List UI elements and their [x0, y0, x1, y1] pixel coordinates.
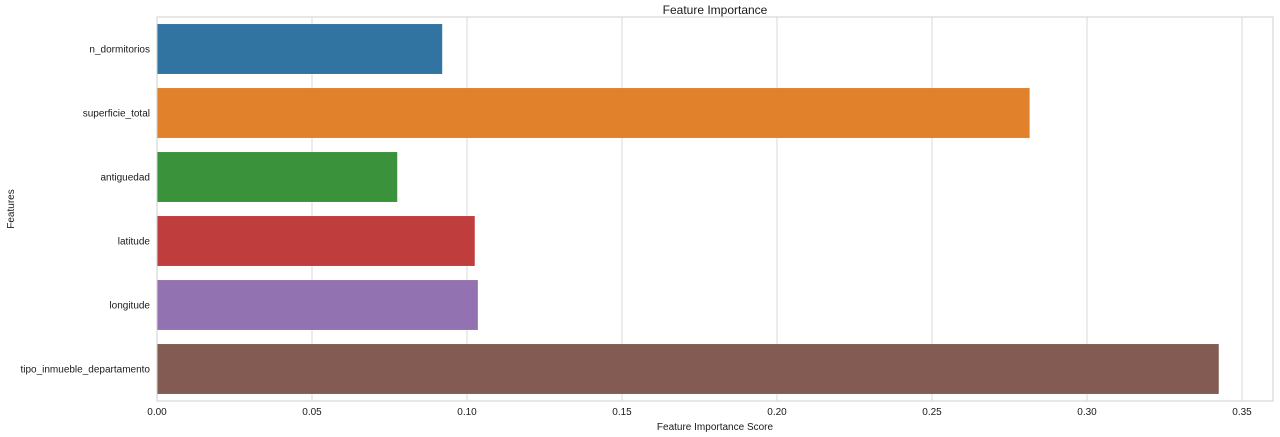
y-tick-label: antiguedad	[101, 173, 151, 184]
x-tick-label: 0.00	[147, 407, 167, 418]
y-tick-label: n_dormitorios	[89, 45, 150, 56]
y-axis-title: Features	[6, 189, 17, 228]
chart-title: Feature Importance	[663, 3, 768, 17]
x-tick-label: 0.15	[612, 407, 632, 418]
x-tick-label: 0.20	[767, 407, 787, 418]
y-tick-label: superficie_total	[83, 109, 150, 120]
x-tick-label: 0.35	[1232, 407, 1252, 418]
bar-n-dormitorios	[157, 24, 443, 74]
bars-layer	[157, 24, 1219, 394]
bar-latitude	[157, 216, 475, 266]
y-tick-label: latitude	[118, 237, 151, 248]
bar-superficie-total	[157, 88, 1030, 138]
bar-antiguedad	[157, 152, 398, 202]
x-tick-label: 0.25	[922, 407, 942, 418]
y-tick-label: tipo_inmueble_departamento	[20, 365, 150, 376]
x-axis-title: Feature Importance Score	[657, 422, 774, 433]
x-tick-label: 0.10	[457, 407, 477, 418]
x-tick-label: 0.05	[302, 407, 322, 418]
y-tick-label: longitude	[109, 301, 150, 312]
bar-tipo-inmueble-departamento	[157, 344, 1219, 394]
x-tick-labels: 0.00 0.05 0.10 0.15 0.20 0.25 0.30 0.35	[147, 407, 1252, 418]
bar-longitude	[157, 280, 478, 330]
y-tick-labels: n_dormitorios superficie_total antiguedad l…	[20, 45, 150, 376]
plot-frame	[156, 16, 1274, 402]
x-tick-label: 0.30	[1077, 407, 1097, 418]
grid-layer	[156, 17, 1243, 401]
